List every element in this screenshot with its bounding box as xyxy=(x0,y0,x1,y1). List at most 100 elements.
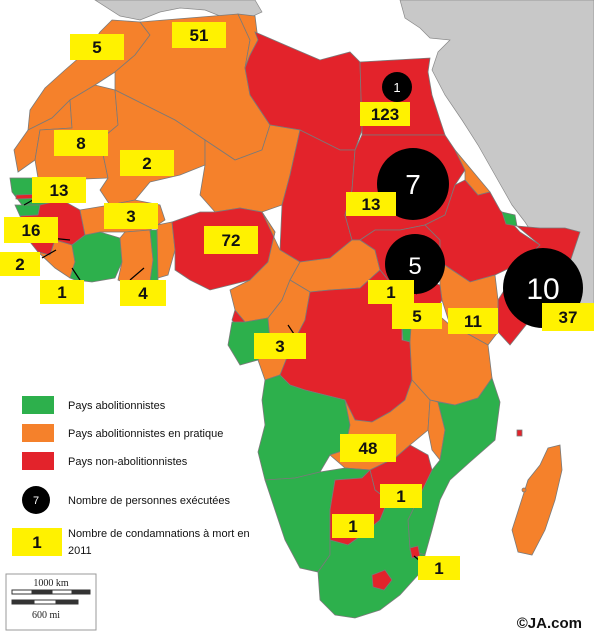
sentence-box-value: 13 xyxy=(50,181,69,200)
country-ghana xyxy=(117,229,154,286)
sentence-box-morocco: 5 xyxy=(70,34,124,60)
sentence-box-value: 11 xyxy=(464,312,482,331)
leader-line-liberia xyxy=(71,267,81,281)
sentence-box-value: 4 xyxy=(138,284,148,303)
sentence-box-nigeria: 72 xyxy=(204,226,258,254)
leader-line-sierra-leone xyxy=(41,249,57,259)
sentence-box-south-sudan: 1 xyxy=(368,280,414,304)
sentence-box-value: 2 xyxy=(15,255,24,274)
legend-sentence-box xyxy=(12,528,62,556)
execution-label-somalia: 10 xyxy=(526,273,559,306)
sentence-box-burkina-faso: 3 xyxy=(104,203,158,229)
sentence-box-bg xyxy=(172,22,226,48)
sentence-box-bg xyxy=(360,102,410,126)
country-south-africa xyxy=(317,493,426,619)
sentence-box-value: 1 xyxy=(386,283,395,302)
sentence-box-bg xyxy=(332,514,374,538)
legend: Pays abolitionnistes Pays abolitionniste… xyxy=(12,396,250,557)
legend-swatch-non-abolitionist xyxy=(22,452,54,470)
sentence-box-cameroon-congo: 3 xyxy=(254,333,306,359)
sentence-box-botswana: 1 xyxy=(332,514,374,538)
legend-label-non-abolitionist: Pays non-abolitionnistes xyxy=(68,456,188,468)
legend-swatch-abolitionist-in-practice xyxy=(22,424,54,442)
sentence-box-value: 1 xyxy=(57,283,66,302)
sentence-box-liberia: 1 xyxy=(40,280,84,304)
sentence-box-uganda: 5 xyxy=(392,303,442,329)
sentence-box-gambia: 16 xyxy=(4,217,58,243)
legend-execution-circle xyxy=(22,486,50,514)
sentence-box-value: 3 xyxy=(275,337,284,356)
sentence-box-bg xyxy=(120,150,174,176)
sentence-box-value: 72 xyxy=(222,231,241,250)
sentence-box-value: 8 xyxy=(76,134,85,153)
sentence-box-ghana: 4 xyxy=(120,280,166,306)
legend-swatch-abolitionist xyxy=(22,396,54,414)
country-benin xyxy=(156,221,176,279)
sentence-box-value: 1 xyxy=(434,559,443,578)
sentence-box-value: 13 xyxy=(362,195,381,214)
execution-circle-south-sudan xyxy=(385,234,445,294)
country-mozambique xyxy=(407,377,501,556)
execution-label-south-sudan: 5 xyxy=(408,253,421,280)
sentence-box-bg xyxy=(368,280,414,304)
sentence-box-value: 51 xyxy=(190,26,209,45)
sentence-box-bg xyxy=(346,192,396,216)
scale-mi-bar xyxy=(11,599,79,605)
sentence-box-zambia: 48 xyxy=(340,434,396,462)
sentence-box-bg xyxy=(204,226,258,254)
sentence-box-bg xyxy=(70,34,124,60)
legend-execution-sample: 7 xyxy=(33,495,39,507)
country-lesotho xyxy=(371,569,393,591)
legend-sentence-sample: 1 xyxy=(32,533,41,552)
sentence-box-algeria: 51 xyxy=(172,22,226,48)
sentence-box-bg xyxy=(40,280,84,304)
sentence-box-bg xyxy=(542,303,594,331)
sentence-box-value: 2 xyxy=(142,154,151,173)
sentence-box-kenya: 11 xyxy=(448,308,498,334)
execution-circle-egypt xyxy=(382,72,412,102)
sentence-box-mauritania: 8 xyxy=(54,130,108,156)
europe-land xyxy=(94,0,263,23)
sentence-box-somalia: 37 xyxy=(542,303,594,331)
sentence-box-sierra-leone: 2 xyxy=(0,252,40,276)
sentence-box-bg xyxy=(392,303,442,329)
sentence-box-senegal: 13 xyxy=(32,177,86,203)
legend-label-abolitionist: Pays abolitionnistes xyxy=(68,400,166,412)
sentence-box-bg xyxy=(0,252,40,276)
sentence-box-bg xyxy=(32,177,86,203)
legend-label-abolitionist-in-practice: Pays abolitionnistes en pratique xyxy=(68,428,223,440)
sentence-box-bg xyxy=(54,130,108,156)
sentence-markers: 5 51 123 8 2 13 16 2 xyxy=(0,22,594,580)
country-madagascar xyxy=(511,444,563,556)
sentence-box-value: 1 xyxy=(348,517,357,536)
sentence-box-value: 16 xyxy=(22,221,41,240)
sentence-box-bg xyxy=(254,333,306,359)
execution-label-egypt: 1 xyxy=(393,80,400,95)
leader-line-ghana xyxy=(129,267,145,281)
sentence-box-value: 3 xyxy=(126,207,135,226)
legend-label-sentences-line2: 2011 xyxy=(68,545,92,557)
legend-label-executions: Nombre de personnes exécutées xyxy=(68,495,231,507)
sentence-box-value: 37 xyxy=(559,308,578,327)
scale-mi-label: 600 mi xyxy=(32,610,60,621)
sentence-box-bg xyxy=(448,308,498,334)
sentence-box-bg xyxy=(380,484,422,508)
sentence-box-bg xyxy=(418,556,460,580)
country-small-island xyxy=(521,487,527,493)
scale-km-label: 1000 km xyxy=(33,578,69,589)
scale-bar: 1000 km 600 mi xyxy=(5,573,97,631)
sentence-box-bg xyxy=(4,217,58,243)
sentence-box-value: 123 xyxy=(371,105,399,124)
sentence-box-zimbabwe: 1 xyxy=(380,484,422,508)
sentence-box-value: 5 xyxy=(92,38,101,57)
country-comoros xyxy=(516,429,523,437)
sentence-box-egypt: 123 xyxy=(360,102,410,126)
sentence-box-bg xyxy=(104,203,158,229)
sentence-box-bg xyxy=(120,280,166,306)
scale-km-bar xyxy=(11,589,91,595)
sentence-box-swaziland: 1 xyxy=(418,556,460,580)
legend-label-sentences-line1: Nombre de condamnations à mort en xyxy=(68,528,250,540)
sentence-box-value: 1 xyxy=(396,487,405,506)
sentence-box-sudan: 13 xyxy=(346,192,396,216)
